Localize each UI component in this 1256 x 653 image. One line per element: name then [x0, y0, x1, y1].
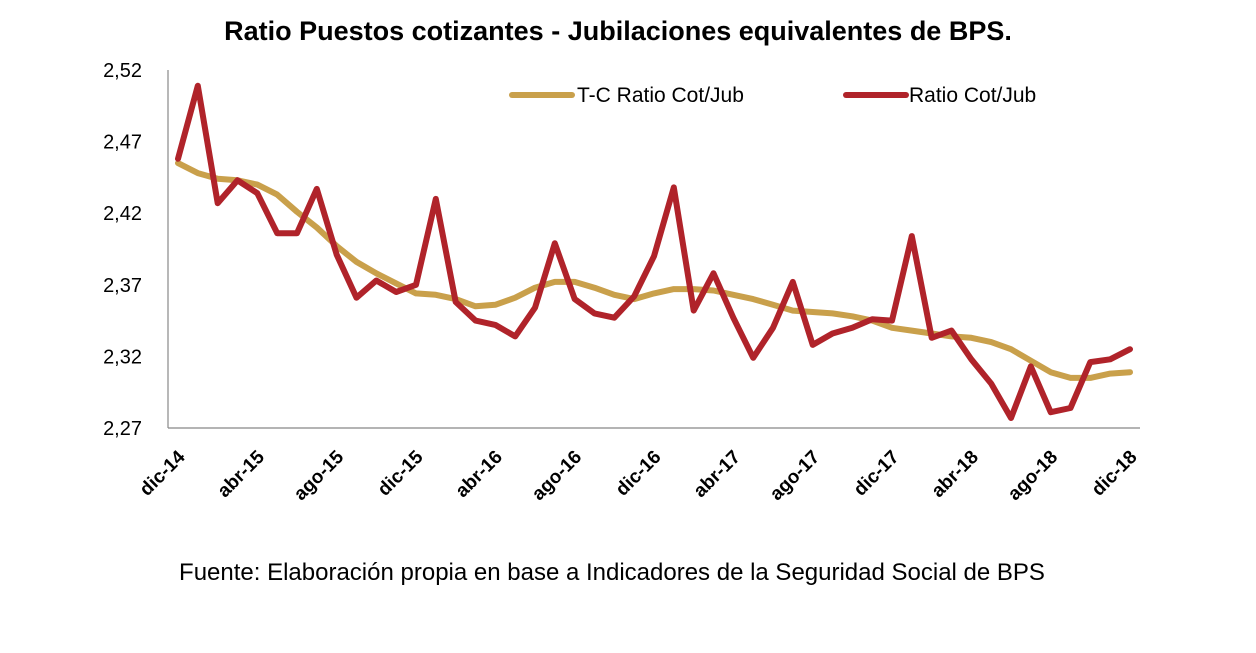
source-note: Fuente: Elaboración propia en base a Ind…	[179, 559, 1045, 586]
x-tick-label: ago-17	[766, 447, 824, 505]
series-lines	[175, 82, 1133, 421]
legend-label-trend: T-C Ratio Cot/Jub	[577, 84, 744, 107]
y-tick-label: 2,42	[103, 203, 142, 225]
x-tick-label: dic-18	[1088, 447, 1142, 501]
y-tick-label: 2,37	[103, 275, 142, 297]
y-tick-label: 2,32	[103, 346, 142, 368]
legend-item-ratio: Ratio Cot/Jub	[843, 84, 1036, 107]
x-tick-label: ago-16	[528, 447, 586, 505]
y-tick-label: 2,47	[103, 132, 142, 154]
x-tick-label: ago-15	[290, 446, 348, 504]
x-tick-label: abr-15	[214, 446, 269, 501]
x-tick-labels: dic-14 abr-15 ago-15 dic-15 abr-16 ago-16 dic-…	[136, 446, 1142, 504]
x-tick-label: abr-16	[452, 447, 507, 502]
legend-label-ratio: Ratio Cot/Jub	[909, 84, 1036, 107]
x-tick-label: dic-16	[612, 447, 666, 501]
legend: T-C Ratio Cot/Jub Ratio Cot/Jub	[509, 84, 1036, 107]
y-tick-label: 2,52	[103, 60, 142, 82]
x-tick-label: abr-17	[690, 447, 745, 502]
y-tick-labels: 2,52 2,47 2,42 2,37 2,32 2,27	[103, 60, 142, 440]
x-tick-label: dic-17	[850, 447, 904, 501]
legend-item-trend: T-C Ratio Cot/Jub	[509, 84, 744, 107]
x-tick-label: ago-18	[1004, 447, 1062, 505]
x-tick-label: dic-14	[136, 446, 190, 500]
x-tick-label: dic-15	[374, 446, 428, 500]
chart-title: Ratio Puestos cotizantes - Jubilaciones …	[224, 16, 1012, 46]
series-line-ratio	[175, 82, 1133, 421]
x-tick-label: abr-18	[928, 447, 983, 502]
y-tick-label: 2,27	[103, 418, 142, 440]
